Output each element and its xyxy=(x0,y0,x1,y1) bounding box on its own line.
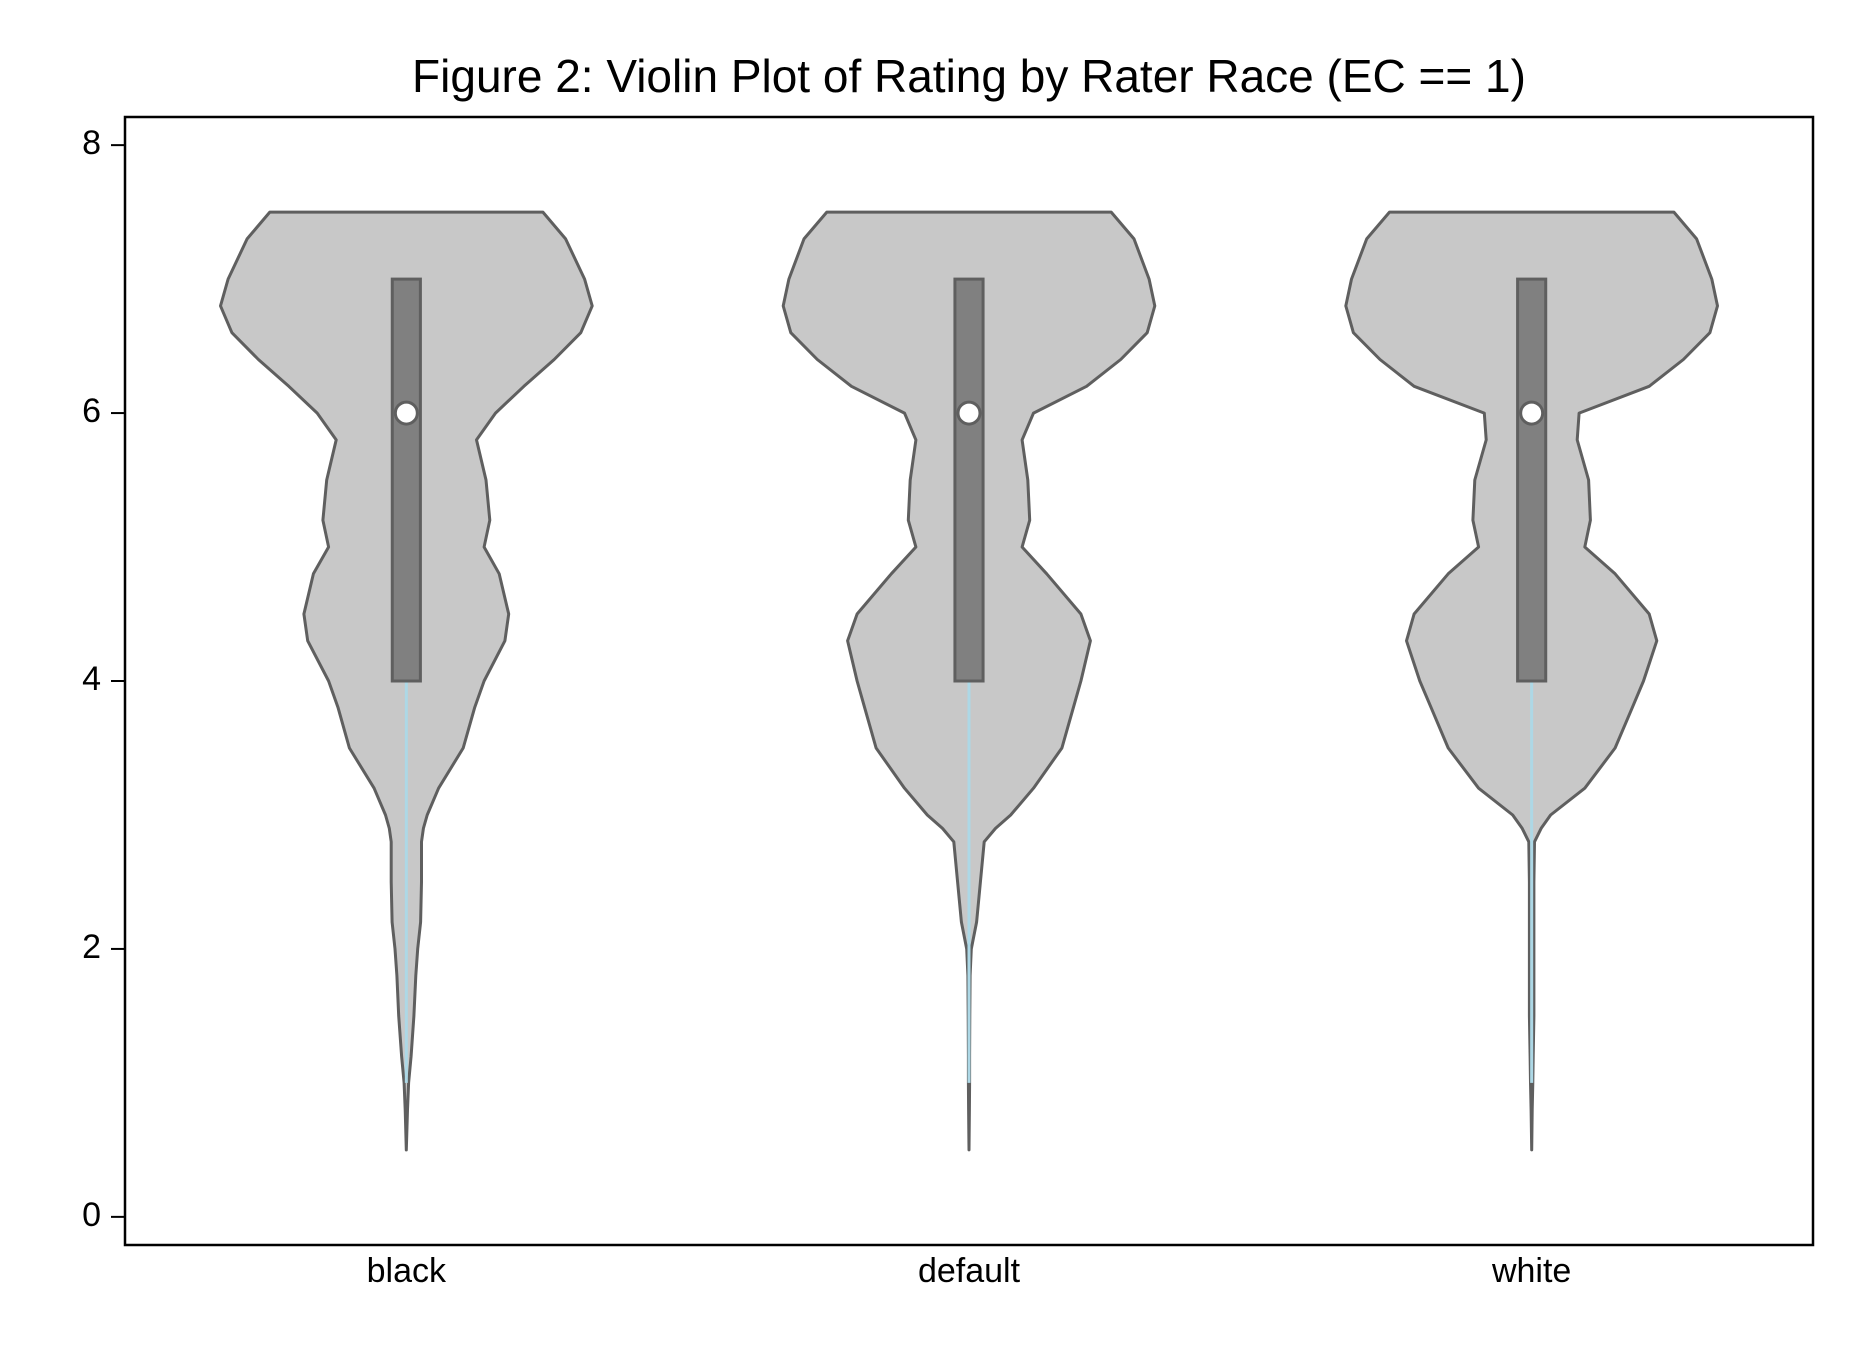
median xyxy=(1519,400,1545,426)
plot-frame xyxy=(123,115,1815,1247)
y-tick-label: 6 xyxy=(82,392,101,430)
y-tick-label: 2 xyxy=(82,928,101,966)
x-tick-label: black xyxy=(367,1252,447,1290)
box xyxy=(1516,277,1548,683)
y-tick-label: 8 xyxy=(82,124,101,162)
median xyxy=(393,400,419,426)
x-tick-label: default xyxy=(918,1252,1021,1290)
x-tick-label: white xyxy=(1491,1252,1571,1290)
chart-title: Figure 2: Violin Plot of Rating by Rater… xyxy=(412,50,1526,102)
box xyxy=(390,277,422,683)
box xyxy=(953,277,985,683)
y-tick-label: 0 xyxy=(82,1196,101,1234)
median xyxy=(956,400,982,426)
y-tick-label: 4 xyxy=(82,660,101,698)
